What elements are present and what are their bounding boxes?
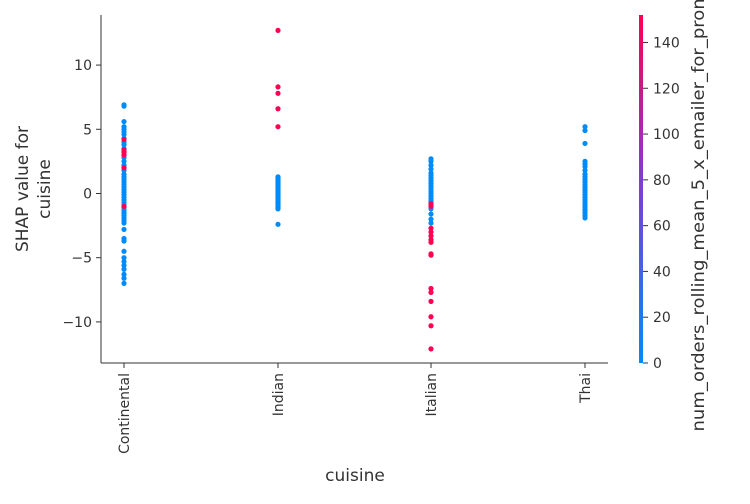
point-continental-low — [121, 238, 127, 244]
point-italian-low — [428, 162, 434, 168]
y-ticks: 10 5 0 −5 −10 — [62, 58, 101, 331]
point-italian-low — [428, 220, 434, 226]
colorbar-tick-label: 120 — [653, 81, 680, 97]
scatter-points — [121, 27, 588, 352]
y-tick-label: −5 — [71, 251, 92, 267]
point-thai-low — [582, 163, 588, 170]
x-tick-label-thai: Thai — [578, 373, 594, 404]
point-continental-low — [121, 220, 127, 226]
y-tick-label: 10 — [74, 58, 92, 74]
point-italian-low — [428, 158, 434, 164]
point-continental-low — [121, 226, 127, 233]
point-indian-high — [275, 90, 281, 96]
point-italian-low — [428, 216, 434, 222]
colorbar-tick-label: 0 — [653, 356, 662, 372]
point-thai-low — [582, 215, 588, 221]
colorbar-ticks: 0 20 40 60 80 100 120 140 — [643, 35, 680, 372]
point-thai-low — [582, 124, 588, 130]
colorbar-tick-label: 80 — [653, 173, 671, 189]
point-continental-high — [121, 203, 127, 209]
point-continental-low — [121, 271, 127, 277]
point-continental-low — [121, 131, 127, 138]
point-continental-low — [121, 266, 127, 272]
point-indian-high — [275, 27, 281, 34]
point-continental-low — [121, 248, 127, 254]
colorbar-tick-label: 20 — [653, 310, 671, 326]
colorbar-tick-label: 40 — [653, 264, 671, 280]
y-axis-label-line-1: SHAP value for — [13, 126, 33, 252]
y-tick-label: −10 — [62, 315, 92, 331]
point-italian-high — [428, 323, 434, 329]
y-axis-label-line-2: cuisine — [35, 159, 55, 219]
point-italian-high — [428, 225, 434, 231]
y-tick-label: 0 — [83, 186, 92, 202]
point-continental-low — [121, 118, 127, 125]
x-axis-label: cuisine — [325, 466, 385, 486]
colorbar-tick-label: 140 — [653, 35, 680, 51]
point-continental-low — [121, 262, 127, 269]
point-indian-high — [275, 84, 281, 90]
point-italian-high — [428, 289, 434, 295]
x-tick-label-continental: Continental — [117, 373, 133, 454]
point-thai-low — [582, 127, 588, 134]
point-continental-low — [121, 142, 127, 148]
point-continental-low — [121, 103, 127, 109]
colorbar-tick-label: 100 — [653, 127, 680, 143]
point-thai-low — [582, 140, 588, 147]
point-continental-low — [121, 255, 127, 261]
point-indian-high — [275, 124, 281, 130]
colorbar — [639, 15, 643, 363]
point-italian-high — [428, 203, 434, 209]
colorbar-tick-label: 60 — [653, 219, 671, 235]
point-italian-high — [428, 285, 434, 292]
point-continental-low — [121, 275, 127, 281]
point-indian-low — [275, 206, 281, 212]
point-italian-high — [428, 233, 434, 239]
colorbar-label: num_orders_rolling_mean_5_x_emailer_for_… — [689, 0, 709, 432]
point-continental-low — [121, 280, 127, 286]
point-thai-low — [582, 167, 588, 173]
point-italian-high — [428, 239, 434, 245]
point-italian-low — [428, 211, 434, 217]
point-continental-high — [121, 136, 127, 143]
point-italian-high — [428, 314, 434, 320]
y-tick-label: 5 — [83, 122, 92, 138]
point-italian-high — [428, 346, 434, 352]
x-tick-label-indian: Indian — [271, 373, 287, 416]
point-continental-low — [121, 158, 127, 164]
point-continental-high — [121, 152, 127, 158]
point-italian-low — [428, 166, 434, 172]
point-indian-high — [275, 106, 281, 112]
point-continental-high — [121, 165, 127, 171]
point-italian-high — [428, 252, 434, 258]
point-italian-high — [428, 298, 434, 304]
x-ticks: Continental Indian Italian Thai — [117, 363, 594, 454]
point-continental-low — [121, 258, 127, 265]
point-indian-low — [275, 221, 281, 227]
point-italian-high — [428, 229, 434, 235]
x-tick-label-italian: Italian — [424, 373, 440, 416]
